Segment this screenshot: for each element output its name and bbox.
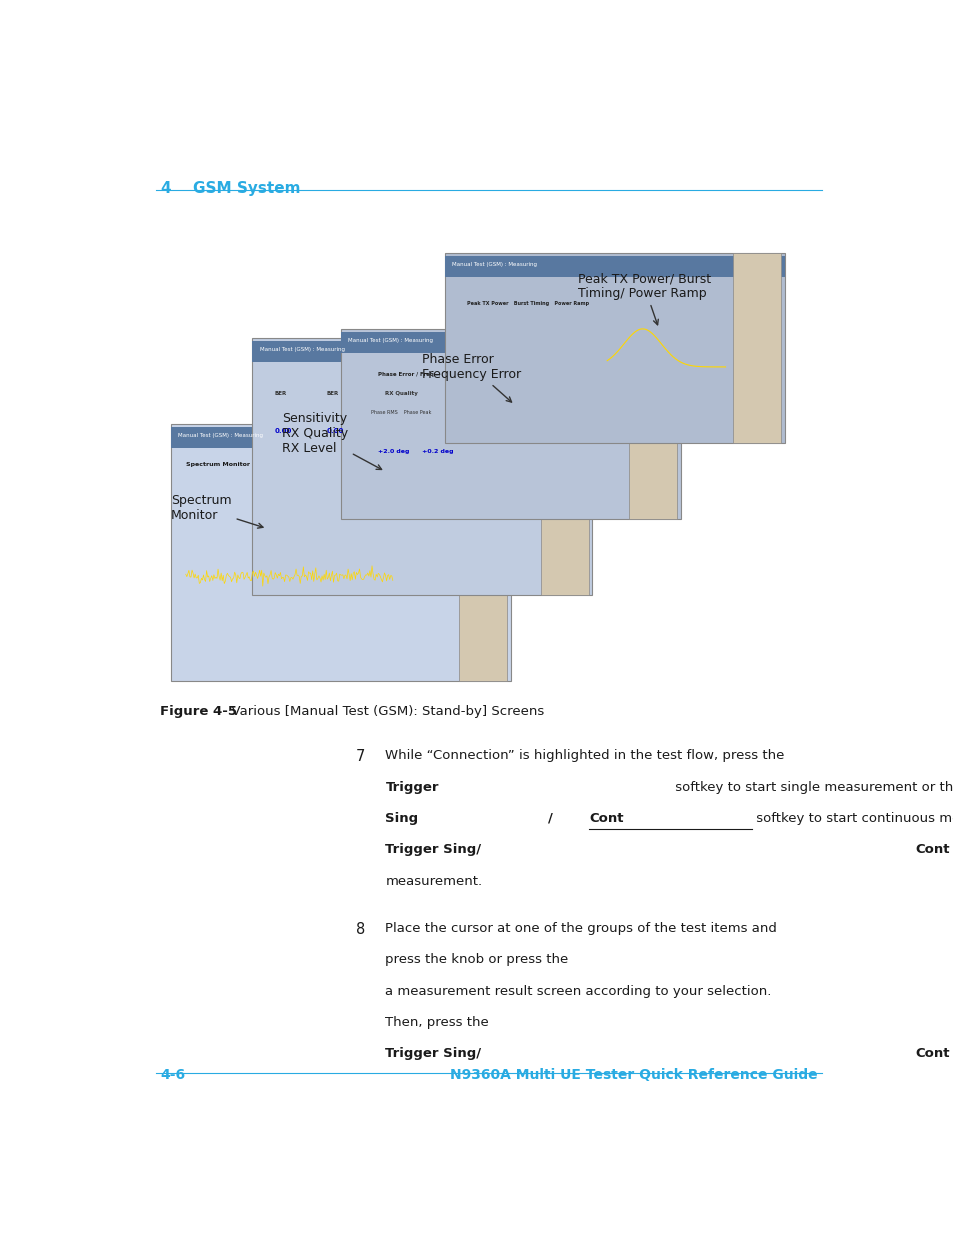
Text: RX Quality: RX Quality (385, 391, 417, 396)
FancyBboxPatch shape (459, 424, 507, 680)
FancyBboxPatch shape (252, 338, 592, 595)
Text: Cont: Cont (914, 844, 948, 856)
FancyBboxPatch shape (444, 253, 783, 443)
Text: Sensitivity
RX Quality
RX Level: Sensitivity RX Quality RX Level (282, 412, 381, 469)
Text: Then, press the: Then, press the (385, 1016, 493, 1029)
Text: Manual Test (GSM) : Measuring: Manual Test (GSM) : Measuring (348, 338, 433, 343)
Text: 4-6: 4-6 (160, 1068, 185, 1082)
FancyBboxPatch shape (171, 427, 511, 448)
FancyBboxPatch shape (341, 329, 680, 519)
FancyBboxPatch shape (444, 256, 783, 277)
Text: softkey to start continuous measurement. Press the: softkey to start continuous measurement.… (751, 811, 953, 825)
Text: Spectrum
Monitor: Spectrum Monitor (171, 494, 263, 529)
Text: N9360A Multi UE Tester Quick Reference Guide: N9360A Multi UE Tester Quick Reference G… (450, 1068, 817, 1082)
Text: 0.00: 0.00 (274, 429, 292, 435)
Text: Peak TX Power   Burst Timing   Power Ramp: Peak TX Power Burst Timing Power Ramp (466, 301, 588, 306)
Text: Figure 4-5: Figure 4-5 (160, 704, 236, 718)
Text: Trigger Sing/: Trigger Sing/ (385, 1047, 481, 1061)
Text: GSM System: GSM System (193, 182, 300, 196)
FancyBboxPatch shape (252, 341, 592, 362)
Text: BER: BER (274, 391, 287, 396)
Text: Cont: Cont (914, 1047, 948, 1061)
Text: While “Connection” is highlighted in the test flow, press the: While “Connection” is highlighted in the… (385, 750, 784, 762)
Text: Manual Test (GSM) : Measuring: Manual Test (GSM) : Measuring (259, 347, 344, 352)
Text: BER: BER (326, 391, 338, 396)
Text: Phase Error / Freq...: Phase Error / Freq... (377, 373, 440, 378)
Text: Cont: Cont (589, 811, 623, 825)
FancyBboxPatch shape (171, 424, 511, 680)
Text: 8: 8 (355, 921, 365, 937)
FancyBboxPatch shape (629, 329, 677, 519)
Text: measurement.: measurement. (385, 874, 482, 888)
FancyBboxPatch shape (341, 332, 680, 353)
Text: softkey to start single measurement or the: softkey to start single measurement or t… (670, 781, 953, 794)
Text: Phase RMS    Phase Peak: Phase RMS Phase Peak (370, 410, 431, 415)
Text: 4: 4 (160, 182, 171, 196)
Text: Various [Manual Test (GSM): Stand-by] Screens: Various [Manual Test (GSM): Stand-by] Sc… (222, 704, 543, 718)
Text: Manual Test (GSM) : Measuring: Manual Test (GSM) : Measuring (178, 433, 263, 438)
Text: Place the cursor at one of the groups of the test items and: Place the cursor at one of the groups of… (385, 921, 777, 935)
Text: Trigger: Trigger (385, 781, 438, 794)
Text: Sing: Sing (385, 811, 418, 825)
Text: 0.00: 0.00 (326, 429, 343, 435)
FancyBboxPatch shape (540, 338, 588, 595)
Text: a measurement result screen according to your selection.: a measurement result screen according to… (385, 984, 771, 998)
Text: Manual Test (GSM) : Measuring: Manual Test (GSM) : Measuring (452, 262, 537, 267)
Text: Trigger Sing/: Trigger Sing/ (385, 844, 481, 856)
Text: Peak TX Power/ Burst
Timing/ Power Ramp: Peak TX Power/ Burst Timing/ Power Ramp (577, 272, 710, 325)
Text: 7: 7 (355, 750, 365, 764)
Text: /: / (548, 811, 553, 825)
FancyBboxPatch shape (732, 253, 781, 443)
Text: +2.0 deg      +0.2 deg: +2.0 deg +0.2 deg (377, 448, 453, 453)
Text: press the knob or press the: press the knob or press the (385, 953, 573, 966)
Text: Phase Error
Frequency Error: Phase Error Frequency Error (422, 353, 521, 403)
Text: Spectrum Monitor: Spectrum Monitor (186, 462, 250, 467)
